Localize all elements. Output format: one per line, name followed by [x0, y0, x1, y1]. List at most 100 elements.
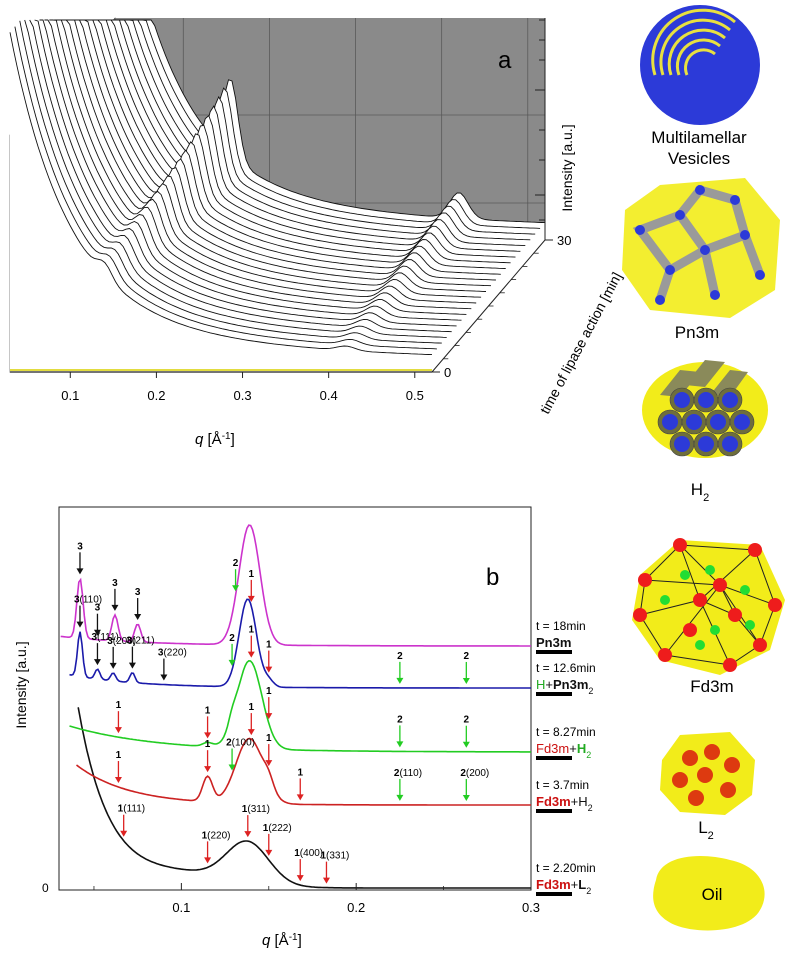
panel-b-y-zero: 0: [42, 881, 49, 895]
panel-a-curve: [29, 19, 452, 333]
peak-phase-index: 2: [464, 651, 470, 662]
panel-b-x-tick-label: 0.2: [347, 900, 365, 915]
peak-phase-index: 3: [158, 648, 164, 659]
panel-a-curve: [59, 19, 482, 298]
svg-text:3(200): 3(200): [107, 636, 136, 647]
panel-a-x-tick-label: 0.2: [147, 388, 165, 403]
svg-text:1(220): 1(220): [202, 830, 231, 841]
svg-text:2: 2: [464, 715, 470, 726]
peak-miller-index: (100): [232, 737, 255, 748]
panel-a-curve: [103, 19, 526, 247]
peak-phase-index: 1: [205, 739, 211, 750]
svg-text:1: 1: [266, 640, 272, 651]
structure-column: Multilamellar Vesicles Pn3m: [622, 5, 785, 931]
panel-a-curve-fill: [19, 20, 442, 361]
peak-miller-index: (331): [326, 851, 349, 862]
peak-phase-index: 3: [77, 541, 83, 552]
peak-annotation: 1: [114, 750, 122, 784]
legend-entry: t = 3.7min Fd3m+H2: [536, 778, 593, 813]
panel-b-curve-4: [60, 524, 531, 647]
svg-text:3: 3: [112, 578, 118, 589]
panel-a-curve: [88, 19, 511, 264]
svg-text:1(111): 1(111): [118, 804, 145, 815]
peak-miller-index: (110): [80, 595, 103, 606]
legend-entry: t = 8.27min Fd3m+H2: [536, 725, 596, 760]
peak-phase-index: 1: [116, 750, 122, 761]
panel-a-curve: [73, 19, 496, 281]
peak-phase-index: 3: [126, 636, 132, 647]
peak-miller-index: (200): [113, 636, 136, 647]
peak-phase-index: 2: [397, 714, 403, 725]
structure-label-oil: Oil: [702, 885, 723, 904]
oil-droplet-icon: [653, 856, 765, 931]
peak-phase-index: 2: [460, 768, 466, 779]
peak-annotation: 1: [204, 705, 212, 739]
svg-text:1(331): 1(331): [320, 851, 349, 862]
legend-time: t = 12.6min: [536, 661, 596, 675]
svg-text:3: 3: [77, 541, 83, 552]
peak-phase-index: 2: [229, 633, 235, 644]
peak-annotation: 3(110): [74, 595, 102, 628]
legend-time: t = 3.7min: [536, 778, 589, 792]
structure-label-pn3m: Pn3m: [675, 323, 719, 342]
svg-text:2: 2: [229, 633, 235, 644]
peak-phase-index: 1: [205, 705, 211, 716]
svg-text:2: 2: [464, 651, 470, 662]
svg-text:3(111): 3(111): [91, 632, 118, 643]
legend-marker: [536, 892, 572, 896]
panel-a-waterfall: 0.1 0.2 0.3 0.4 0.5 30 0 a q [Å-1] Intensity …: [9, 17, 625, 449]
panel-b-x-tick-label: 0.3: [522, 900, 540, 915]
peak-annotation: 2: [232, 558, 240, 592]
panel-a-curve-fill: [29, 20, 452, 349]
svg-text:3: 3: [95, 603, 101, 614]
peak-annotation: 2(200): [460, 768, 489, 801]
panel-a-curve: [123, 19, 546, 224]
panel-a-x-tick-label: 0.4: [320, 388, 338, 403]
structure-label-l2: L2: [698, 818, 714, 842]
svg-text:2(110): 2(110): [394, 768, 422, 779]
peak-phase-index: 1: [249, 702, 255, 713]
panel-a-curve: [98, 19, 521, 252]
peak-annotation: 2: [396, 651, 404, 684]
peak-annotation: 3: [134, 587, 142, 621]
panel-a-curve: [34, 19, 457, 327]
peak-annotation: 2(100): [226, 737, 255, 771]
svg-text:2: 2: [397, 714, 403, 725]
panel-a-time-tick-label: 0: [444, 365, 451, 380]
legend-time: t = 8.27min: [536, 725, 596, 739]
svg-text:1: 1: [205, 705, 211, 716]
panel-a-curve: [64, 19, 487, 292]
peak-phase-index: 1: [297, 767, 303, 778]
panel-a-xlabel: q [Å-1]: [195, 431, 235, 449]
panel-a-curve-fill: [14, 26, 437, 367]
l2-micellar-icon: [660, 732, 755, 815]
peak-annotation: 1(222): [263, 823, 292, 856]
h2-hexagonal-icon: [642, 360, 768, 458]
peak-annotation: 1(331): [320, 851, 349, 884]
peak-annotation: 1: [296, 767, 304, 801]
peak-miller-index: (111): [97, 632, 119, 643]
svg-text:1: 1: [249, 625, 255, 636]
peak-phase-index: 2: [233, 558, 239, 569]
peak-annotation: 1: [114, 700, 122, 734]
legend-phase: H+Pn3m2: [536, 677, 593, 696]
legend-marker: [536, 650, 572, 654]
peak-phase-index: 1: [294, 848, 300, 859]
peak-miller-index: (220): [163, 648, 186, 659]
peak-miller-index: (200): [466, 768, 489, 779]
panel-b-curves: [60, 524, 531, 889]
peak-annotation: 2(110): [394, 768, 422, 801]
peak-phase-index: 2: [464, 715, 470, 726]
peak-annotation: 3(220): [158, 648, 187, 681]
peak-phase-index: 2: [397, 651, 403, 662]
peak-miller-index: (220): [207, 830, 230, 841]
peak-phase-index: 1: [266, 640, 272, 651]
legend-marker: [536, 692, 572, 696]
peak-miller-index: (222): [268, 823, 291, 834]
peak-phase-index: 1: [116, 700, 122, 711]
panel-a-time-tick-label: 30: [557, 233, 571, 248]
peak-phase-index: 3: [112, 578, 118, 589]
